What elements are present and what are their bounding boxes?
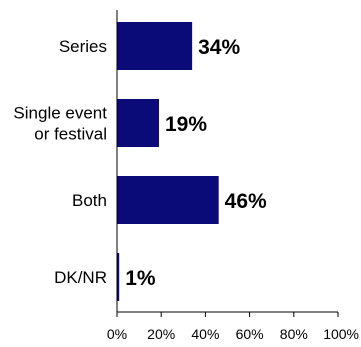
x-tick-label-4: 80% [280, 326, 308, 342]
value-label-3: 1% [125, 267, 156, 290]
value-label-2: 46% [225, 190, 267, 213]
x-tick-label-5: 100% [323, 326, 359, 342]
bar-1 [117, 99, 159, 147]
category-label-1-line-0: Single event [13, 104, 107, 123]
bar-0 [117, 22, 193, 70]
x-tick-label-1: 20% [147, 326, 175, 342]
category-label-1-line-1: or festival [34, 125, 107, 144]
category-labels: Series Single event or festival Both DK/NR [13, 37, 107, 287]
category-label-2: Both [72, 191, 107, 210]
x-tick-label-0: 0% [107, 326, 127, 342]
value-label-1: 19% [165, 113, 207, 136]
category-label-3: DK/NR [54, 268, 107, 287]
bar-2 [117, 176, 219, 224]
bar-3 [117, 253, 120, 301]
category-label-0: Series [59, 37, 107, 56]
value-label-0: 34% [198, 36, 240, 59]
bars-group [117, 22, 219, 301]
x-tick-label-3: 60% [236, 326, 264, 342]
value-labels: 34% 19% 46% 1% [125, 36, 267, 290]
x-tick-label-2: 40% [191, 326, 219, 342]
x-axis-ticks: 0% 20% 40% 60% 80% 100% [107, 312, 359, 342]
